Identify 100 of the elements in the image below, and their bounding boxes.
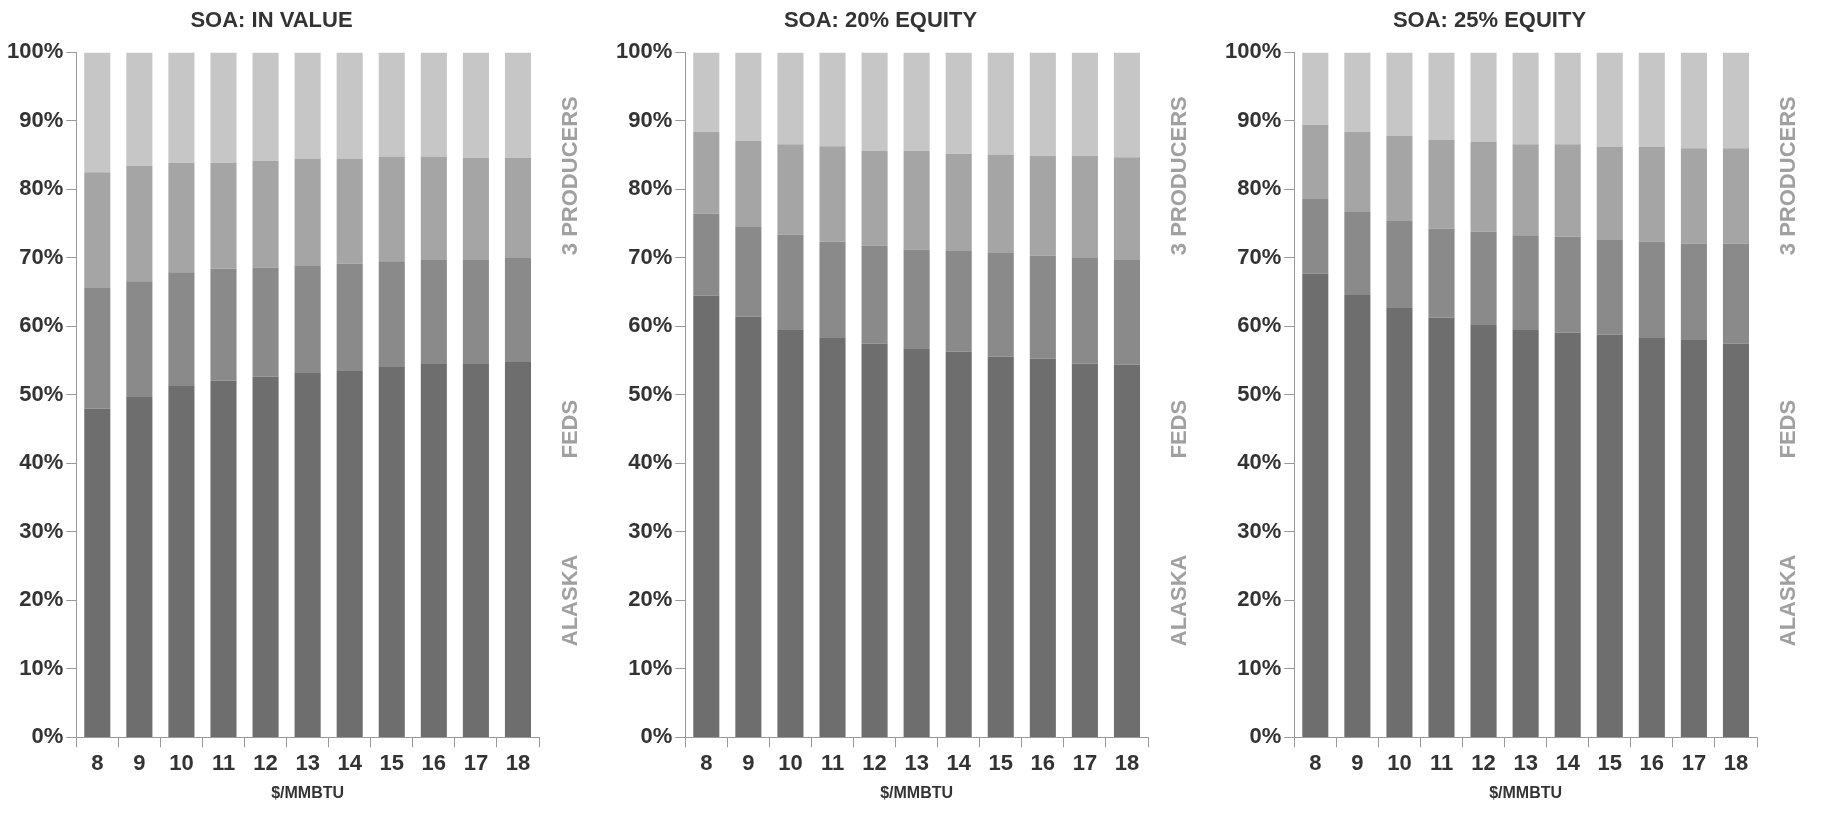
y-tick-label: 50%	[19, 380, 64, 406]
bar	[420, 364, 447, 737]
bar	[735, 227, 762, 317]
y-tick-label: 40%	[19, 449, 64, 475]
bar	[504, 52, 532, 158]
bar	[861, 151, 888, 246]
bar	[336, 263, 363, 371]
y-tick-label: 10%	[1237, 654, 1282, 680]
bar	[903, 151, 930, 250]
y-tick-label: 50%	[628, 380, 673, 406]
bar	[1428, 140, 1455, 229]
bar	[1470, 324, 1497, 737]
bar	[1512, 235, 1539, 330]
bar	[1386, 52, 1413, 136]
bar	[1470, 141, 1497, 232]
bar	[861, 245, 888, 344]
bar	[1638, 52, 1665, 147]
bar	[1722, 148, 1750, 244]
bar	[1596, 146, 1623, 241]
text: 3 PRODUCERS	[557, 96, 583, 256]
bar	[1302, 52, 1329, 126]
x-tick-label: 10	[1387, 749, 1412, 775]
bar	[819, 241, 846, 338]
bar	[693, 213, 720, 296]
bar	[168, 52, 195, 163]
x-axis-title: $/MMBTU	[1489, 783, 1563, 801]
bar	[1302, 125, 1329, 199]
bar	[420, 156, 447, 260]
bar	[1596, 240, 1623, 335]
bar	[126, 52, 153, 167]
x-tick-label: 8	[91, 749, 104, 775]
x-axis-title: $/MMBTU	[880, 783, 954, 801]
bar	[504, 257, 532, 363]
bar	[168, 272, 195, 386]
x-tick-label: 13	[904, 749, 929, 775]
bar	[504, 362, 532, 737]
y-tick-label: 40%	[1237, 449, 1282, 475]
bar	[1428, 317, 1455, 737]
bar	[1029, 255, 1056, 359]
bar	[126, 281, 153, 397]
x-tick-label: 16	[1639, 749, 1665, 775]
bar	[1113, 157, 1141, 260]
bar	[1680, 243, 1707, 341]
y-tick-label: 70%	[19, 243, 64, 269]
x-tick-label: 17	[1072, 749, 1098, 775]
bar	[462, 52, 489, 158]
bar	[252, 267, 279, 377]
y-tick-label: 20%	[19, 586, 64, 612]
y-tick-label: 80%	[1237, 175, 1282, 201]
x-tick-label: 14	[337, 749, 363, 775]
x-axis-title: $/MMBTU	[271, 783, 345, 801]
bar	[987, 154, 1014, 254]
bar	[1302, 198, 1329, 274]
x-tick-label: 18	[505, 749, 531, 775]
bar	[336, 52, 363, 159]
x-tick-label: 11	[211, 749, 236, 775]
bar	[84, 408, 111, 737]
bar	[1344, 52, 1371, 132]
bar	[1113, 52, 1141, 158]
bar	[252, 376, 279, 737]
bar	[84, 172, 111, 289]
bar	[777, 234, 804, 330]
x-tick-label: 12	[253, 749, 278, 775]
bar	[210, 52, 237, 163]
bar	[420, 259, 447, 365]
x-tick-label: 12	[1471, 749, 1496, 775]
bar	[1554, 144, 1581, 237]
bar	[252, 160, 279, 268]
x-tick-label: 17	[463, 749, 489, 775]
x-tick-label: 11	[820, 749, 845, 775]
bar	[1680, 148, 1707, 244]
y-tick-label: 10%	[19, 654, 64, 680]
bar	[693, 131, 720, 214]
bar	[210, 380, 237, 737]
text: ALASKA	[557, 554, 583, 647]
bar	[861, 343, 888, 737]
bar	[210, 162, 237, 269]
bar	[1071, 52, 1098, 156]
y-tick-label: 50%	[1237, 380, 1282, 406]
x-tick-label: 10	[169, 749, 194, 775]
bar	[1470, 52, 1497, 142]
y-tick-label: 90%	[1237, 106, 1282, 132]
chart-title: SOA: 20% EQUITY	[783, 7, 978, 33]
y-tick-label: 30%	[1237, 517, 1282, 543]
x-tick-label: 8	[1309, 749, 1322, 775]
x-tick-label: 9	[742, 749, 755, 775]
y-tick-label: 100%	[6, 38, 64, 64]
bar	[1386, 135, 1413, 221]
bar	[1029, 155, 1056, 256]
bar	[1071, 363, 1098, 737]
bar	[1554, 332, 1581, 737]
bar	[777, 329, 804, 737]
bar	[1638, 146, 1665, 242]
y-tick-label: 100%	[1224, 38, 1282, 64]
x-tick-label: 18	[1114, 749, 1140, 775]
bar	[462, 364, 489, 737]
x-tick-label: 13	[1513, 749, 1538, 775]
y-tick-label: 70%	[628, 243, 673, 269]
bar	[1029, 358, 1056, 737]
bar	[945, 351, 972, 737]
